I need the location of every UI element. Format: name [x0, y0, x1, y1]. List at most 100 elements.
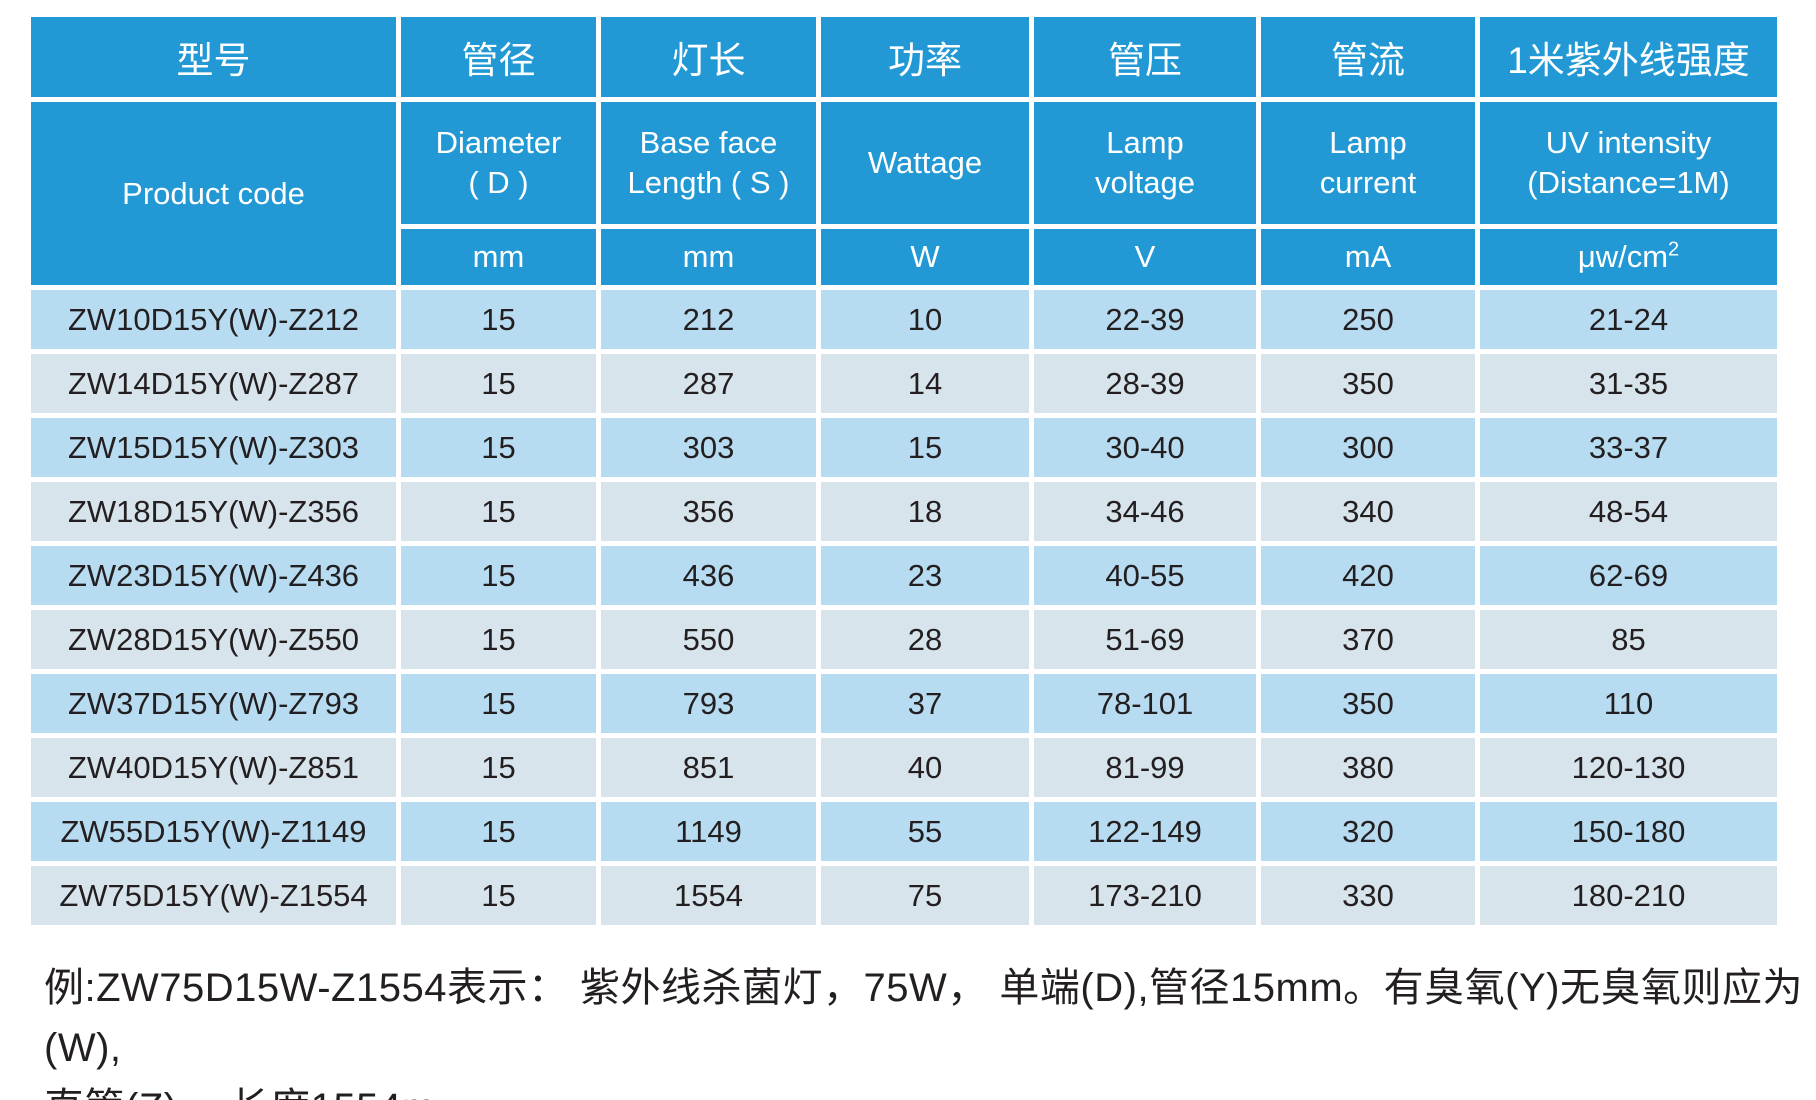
col-header-wattage-cn: 功率 — [821, 17, 1029, 97]
example-note-line2: 直管(Z)， 长度1554m — [44, 1078, 1816, 1100]
page: 型号 管径 灯长 功率 管压 管流 1米紫外线强度 Product code D… — [0, 12, 1816, 1100]
cell-diameter: 15 — [401, 546, 596, 605]
cell-diameter: 15 — [401, 866, 596, 925]
cell-uv: 33-37 — [1480, 418, 1777, 477]
unit-uv: μw/cm2 — [1480, 229, 1777, 285]
cell-diameter: 15 — [401, 354, 596, 413]
col-header-current-en: Lamp current — [1261, 102, 1475, 224]
length-label-line2: Length ( S ) — [627, 165, 790, 200]
cell-diameter: 15 — [401, 610, 596, 669]
cell-product-code: ZW15D15Y(W)-Z303 — [31, 418, 396, 477]
current-label-line1: Lamp — [1329, 125, 1407, 161]
cell-uv: 180-210 — [1480, 866, 1777, 925]
cell-wattage: 14 — [821, 354, 1029, 413]
cell-wattage: 15 — [821, 418, 1029, 477]
example-note: 例:ZW75D15W-Z1554表示： 紫外线杀菌灯，75W， 单端(D),管径… — [44, 958, 1816, 1100]
current-label-line2: current — [1319, 165, 1417, 200]
cell-current: 330 — [1261, 866, 1475, 925]
cell-product-code: ZW14D15Y(W)-Z287 — [31, 354, 396, 413]
cell-uv: 31-35 — [1480, 354, 1777, 413]
col-header-diameter-cn: 管径 — [401, 17, 596, 97]
diameter-label-line2: ( D ) — [468, 165, 529, 200]
table-row: ZW18D15Y(W)-Z356 15 356 18 34-46 340 48-… — [31, 482, 1777, 541]
cell-voltage: 28-39 — [1034, 354, 1256, 413]
table-row: ZW15D15Y(W)-Z303 15 303 15 30-40 300 33-… — [31, 418, 1777, 477]
cell-uv: 48-54 — [1480, 482, 1777, 541]
table-row: ZW23D15Y(W)-Z436 15 436 23 40-55 420 62-… — [31, 546, 1777, 605]
cell-current: 250 — [1261, 290, 1475, 349]
cell-product-code: ZW10D15Y(W)-Z212 — [31, 290, 396, 349]
col-header-length-en: Base face Length ( S ) — [601, 102, 816, 224]
cell-voltage: 78-101 — [1034, 674, 1256, 733]
col-header-diameter-en: Diameter ( D ) — [401, 102, 596, 224]
col-header-uv-cn: 1米紫外线强度 — [1480, 17, 1777, 97]
cell-wattage: 23 — [821, 546, 1029, 605]
col-header-wattage-en: Wattage — [821, 102, 1029, 224]
cell-product-code: ZW37D15Y(W)-Z793 — [31, 674, 396, 733]
cell-diameter: 15 — [401, 290, 596, 349]
cell-wattage: 55 — [821, 802, 1029, 861]
unit-length: mm — [601, 229, 816, 285]
cell-wattage: 75 — [821, 866, 1029, 925]
cell-uv: 21-24 — [1480, 290, 1777, 349]
voltage-label-line2: voltage — [1095, 165, 1195, 200]
table-row: ZW10D15Y(W)-Z212 15 212 10 22-39 250 21-… — [31, 290, 1777, 349]
cell-wattage: 40 — [821, 738, 1029, 797]
uv-label-line1: UV intensity — [1545, 125, 1712, 161]
cell-product-code: ZW75D15Y(W)-Z1554 — [31, 866, 396, 925]
cell-voltage: 81-99 — [1034, 738, 1256, 797]
cell-uv: 62-69 — [1480, 546, 1777, 605]
table-row: ZW28D15Y(W)-Z550 15 550 28 51-69 370 85 — [31, 610, 1777, 669]
example-note-line1: 例:ZW75D15W-Z1554表示： 紫外线杀菌灯，75W， 单端(D),管径… — [44, 966, 1804, 1070]
cell-length: 793 — [601, 674, 816, 733]
unit-uv-superscript: 2 — [1668, 238, 1680, 261]
cell-voltage: 40-55 — [1034, 546, 1256, 605]
cell-product-code: ZW23D15Y(W)-Z436 — [31, 546, 396, 605]
header-row-units: mm mm W V mA μw/cm2 — [31, 229, 1777, 285]
unit-current: mA — [1261, 229, 1475, 285]
table-row: ZW14D15Y(W)-Z287 15 287 14 28-39 350 31-… — [31, 354, 1777, 413]
cell-wattage: 18 — [821, 482, 1029, 541]
cell-diameter: 15 — [401, 802, 596, 861]
cell-voltage: 122-149 — [1034, 802, 1256, 861]
cell-length: 303 — [601, 418, 816, 477]
header-row-english: Product code Diameter ( D ) Base face Le… — [31, 102, 1777, 285]
cell-length: 1149 — [601, 802, 816, 861]
cell-current: 370 — [1261, 610, 1475, 669]
cell-uv: 110 — [1480, 674, 1777, 733]
cell-length: 550 — [601, 610, 816, 669]
unit-diameter: mm — [401, 229, 596, 285]
cell-voltage: 30-40 — [1034, 418, 1256, 477]
cell-current: 320 — [1261, 802, 1475, 861]
length-label-line1: Base face — [639, 125, 778, 161]
cell-wattage: 37 — [821, 674, 1029, 733]
cell-diameter: 15 — [401, 418, 596, 477]
cell-product-code: ZW40D15Y(W)-Z851 — [31, 738, 396, 797]
diameter-label-line1: Diameter — [435, 125, 562, 161]
cell-current: 350 — [1261, 354, 1475, 413]
cell-diameter: 15 — [401, 674, 596, 733]
header-row-chinese: 型号 管径 灯长 功率 管压 管流 1米紫外线强度 — [31, 17, 1777, 97]
table-row: ZW75D15Y(W)-Z1554 15 1554 75 173-210 330… — [31, 866, 1777, 925]
cell-voltage: 34-46 — [1034, 482, 1256, 541]
cell-length: 287 — [601, 354, 816, 413]
col-header-length-cn: 灯长 — [601, 17, 816, 97]
cell-voltage: 51-69 — [1034, 610, 1256, 669]
cell-wattage: 10 — [821, 290, 1029, 349]
cell-diameter: 15 — [401, 738, 596, 797]
cell-current: 380 — [1261, 738, 1475, 797]
col-header-voltage-en: Lamp voltage — [1034, 102, 1256, 224]
cell-length: 356 — [601, 482, 816, 541]
cell-uv: 120-130 — [1480, 738, 1777, 797]
cell-product-code: ZW55D15Y(W)-Z1149 — [31, 802, 396, 861]
col-header-voltage-cn: 管压 — [1034, 17, 1256, 97]
cell-length: 851 — [601, 738, 816, 797]
cell-length: 436 — [601, 546, 816, 605]
col-header-uv-en: UV intensity (Distance=1M) — [1480, 102, 1777, 224]
cell-length: 1554 — [601, 866, 816, 925]
cell-current: 420 — [1261, 546, 1475, 605]
table-row: ZW40D15Y(W)-Z851 15 851 40 81-99 380 120… — [31, 738, 1777, 797]
cell-current: 350 — [1261, 674, 1475, 733]
cell-product-code: ZW28D15Y(W)-Z550 — [31, 610, 396, 669]
cell-diameter: 15 — [401, 482, 596, 541]
